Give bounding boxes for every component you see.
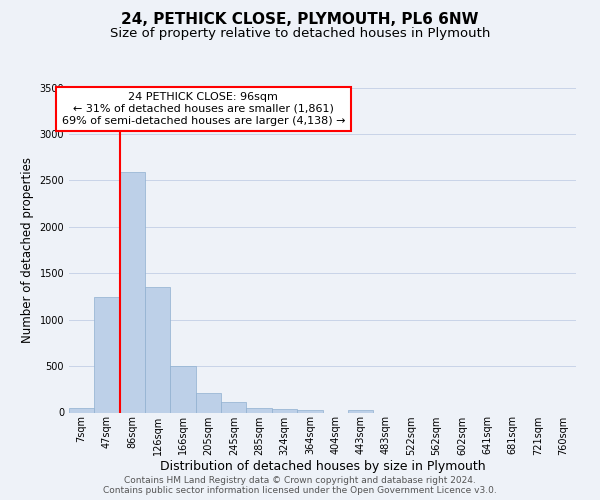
Text: Contains HM Land Registry data © Crown copyright and database right 2024.
Contai: Contains HM Land Registry data © Crown c…	[103, 476, 497, 495]
Bar	[69, 408, 94, 412]
Bar	[247, 408, 272, 412]
Y-axis label: Number of detached properties: Number of detached properties	[21, 157, 34, 343]
Text: Size of property relative to detached houses in Plymouth: Size of property relative to detached ho…	[110, 28, 490, 40]
Bar	[196, 393, 221, 412]
Text: 24 PETHICK CLOSE: 96sqm
← 31% of detached houses are smaller (1,861)
69% of semi: 24 PETHICK CLOSE: 96sqm ← 31% of detache…	[62, 92, 345, 126]
X-axis label: Distribution of detached houses by size in Plymouth: Distribution of detached houses by size …	[160, 460, 485, 473]
Bar	[297, 410, 323, 412]
Text: 24, PETHICK CLOSE, PLYMOUTH, PL6 6NW: 24, PETHICK CLOSE, PLYMOUTH, PL6 6NW	[121, 12, 479, 28]
Bar	[221, 402, 247, 412]
Bar	[272, 409, 297, 412]
Bar	[145, 287, 170, 412]
Bar	[170, 366, 196, 412]
Bar	[94, 298, 119, 412]
Bar	[348, 410, 373, 412]
Bar	[120, 172, 145, 412]
